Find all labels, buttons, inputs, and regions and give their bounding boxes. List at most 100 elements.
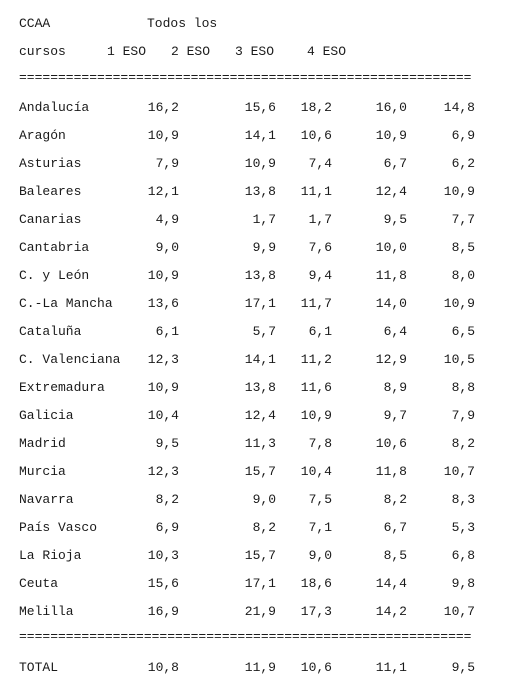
row-region-name: Navarra <box>19 492 74 507</box>
row-value: 13,6 <box>147 296 179 311</box>
row-value: 10,0 <box>375 240 407 255</box>
row-value: 11,2 <box>300 352 332 367</box>
row-region-name: C. y León <box>19 268 90 283</box>
row-value: 14,1 <box>244 352 276 367</box>
row-region-name: La Rioja <box>19 548 82 563</box>
row-value: 17,1 <box>244 576 276 591</box>
row-region-name: Cataluña <box>19 324 82 339</box>
row-value: 11,7 <box>300 296 332 311</box>
row-value: 9,7 <box>383 408 407 423</box>
row-value: 8,2 <box>451 436 475 451</box>
row-value: 11,8 <box>375 464 407 479</box>
row-value: 17,3 <box>300 604 332 619</box>
row-region-name: Asturias <box>19 156 82 171</box>
header-col-2-eso: 2 ESO <box>171 44 211 59</box>
row-region-name: Aragón <box>19 128 66 143</box>
row-value: 10,7 <box>443 604 475 619</box>
row-value: 7,9 <box>155 156 179 171</box>
row-value: 21,9 <box>244 604 276 619</box>
total-value: 11,9 <box>244 660 276 675</box>
row-value: 18,6 <box>300 576 332 591</box>
row-value: 16,9 <box>147 604 179 619</box>
row-value: 9,0 <box>155 240 179 255</box>
row-value: 12,3 <box>147 352 179 367</box>
row-region-name: Canarias <box>19 212 82 227</box>
row-value: 9,5 <box>383 212 407 227</box>
row-value: 7,8 <box>308 436 332 451</box>
row-value: 6,4 <box>383 324 407 339</box>
row-value: 11,8 <box>375 268 407 283</box>
row-value: 8,2 <box>383 492 407 507</box>
row-value: 15,6 <box>147 576 179 591</box>
row-value: 8,5 <box>451 240 475 255</box>
row-value: 10,9 <box>443 296 475 311</box>
row-value: 10,4 <box>147 408 179 423</box>
row-value: 6,2 <box>451 156 475 171</box>
row-value: 6,5 <box>451 324 475 339</box>
row-value: 7,4 <box>308 156 332 171</box>
row-value: 11,3 <box>244 436 276 451</box>
row-value: 8,0 <box>451 268 475 283</box>
row-value: 8,9 <box>383 380 407 395</box>
row-value: 11,1 <box>300 184 332 199</box>
row-value: 7,5 <box>308 492 332 507</box>
row-value: 17,1 <box>244 296 276 311</box>
row-value: 14,1 <box>244 128 276 143</box>
row-region-name: Ceuta <box>19 576 59 591</box>
row-value: 10,9 <box>147 268 179 283</box>
row-value: 9,5 <box>155 436 179 451</box>
row-value: 15,6 <box>244 100 276 115</box>
row-region-name: C. Valenciana <box>19 352 121 367</box>
row-value: 13,8 <box>244 184 276 199</box>
row-value: 8,2 <box>252 520 276 535</box>
row-value: 8,5 <box>383 548 407 563</box>
total-value: 9,5 <box>451 660 475 675</box>
row-value: 9,9 <box>252 240 276 255</box>
row-value: 10,3 <box>147 548 179 563</box>
separator-bottom: ========================================… <box>19 629 472 644</box>
row-region-name: Baleares <box>19 184 82 199</box>
row-value: 6,9 <box>155 520 179 535</box>
row-value: 4,9 <box>155 212 179 227</box>
row-value: 14,2 <box>375 604 407 619</box>
row-region-name: Extremadura <box>19 380 105 395</box>
row-value: 8,8 <box>451 380 475 395</box>
row-value: 6,8 <box>451 548 475 563</box>
row-value: 7,7 <box>451 212 475 227</box>
row-value: 10,6 <box>375 436 407 451</box>
row-value: 6,7 <box>383 520 407 535</box>
row-value: 6,1 <box>155 324 179 339</box>
header-col-3-eso: 3 ESO <box>235 44 275 59</box>
row-value: 5,7 <box>252 324 276 339</box>
row-value: 12,1 <box>147 184 179 199</box>
row-value: 10,9 <box>443 184 475 199</box>
row-value: 7,9 <box>451 408 475 423</box>
row-value: 10,5 <box>443 352 475 367</box>
row-value: 15,7 <box>244 548 276 563</box>
row-value: 9,0 <box>308 548 332 563</box>
header-ccaa: CCAA <box>19 16 51 31</box>
row-value: 14,4 <box>375 576 407 591</box>
total-value: 10,8 <box>147 660 179 675</box>
total-label: TOTAL <box>19 660 59 675</box>
row-value: 12,9 <box>375 352 407 367</box>
row-value: 10,4 <box>300 464 332 479</box>
row-region-name: Galicia <box>19 408 74 423</box>
row-value: 13,8 <box>244 268 276 283</box>
row-region-name: Cantabria <box>19 240 90 255</box>
header-todos-los: Todos los <box>147 16 218 31</box>
row-value: 14,0 <box>375 296 407 311</box>
row-value: 12,4 <box>244 408 276 423</box>
row-value: 10,7 <box>443 464 475 479</box>
row-value: 10,6 <box>300 128 332 143</box>
row-value: 10,9 <box>300 408 332 423</box>
row-value: 9,0 <box>252 492 276 507</box>
total-value: 11,1 <box>375 660 407 675</box>
row-value: 7,1 <box>308 520 332 535</box>
header-col-1-eso: 1 ESO <box>107 44 147 59</box>
row-value: 16,2 <box>147 100 179 115</box>
row-value: 5,3 <box>451 520 475 535</box>
row-value: 10,9 <box>147 380 179 395</box>
header-cursos: cursos <box>19 44 66 59</box>
